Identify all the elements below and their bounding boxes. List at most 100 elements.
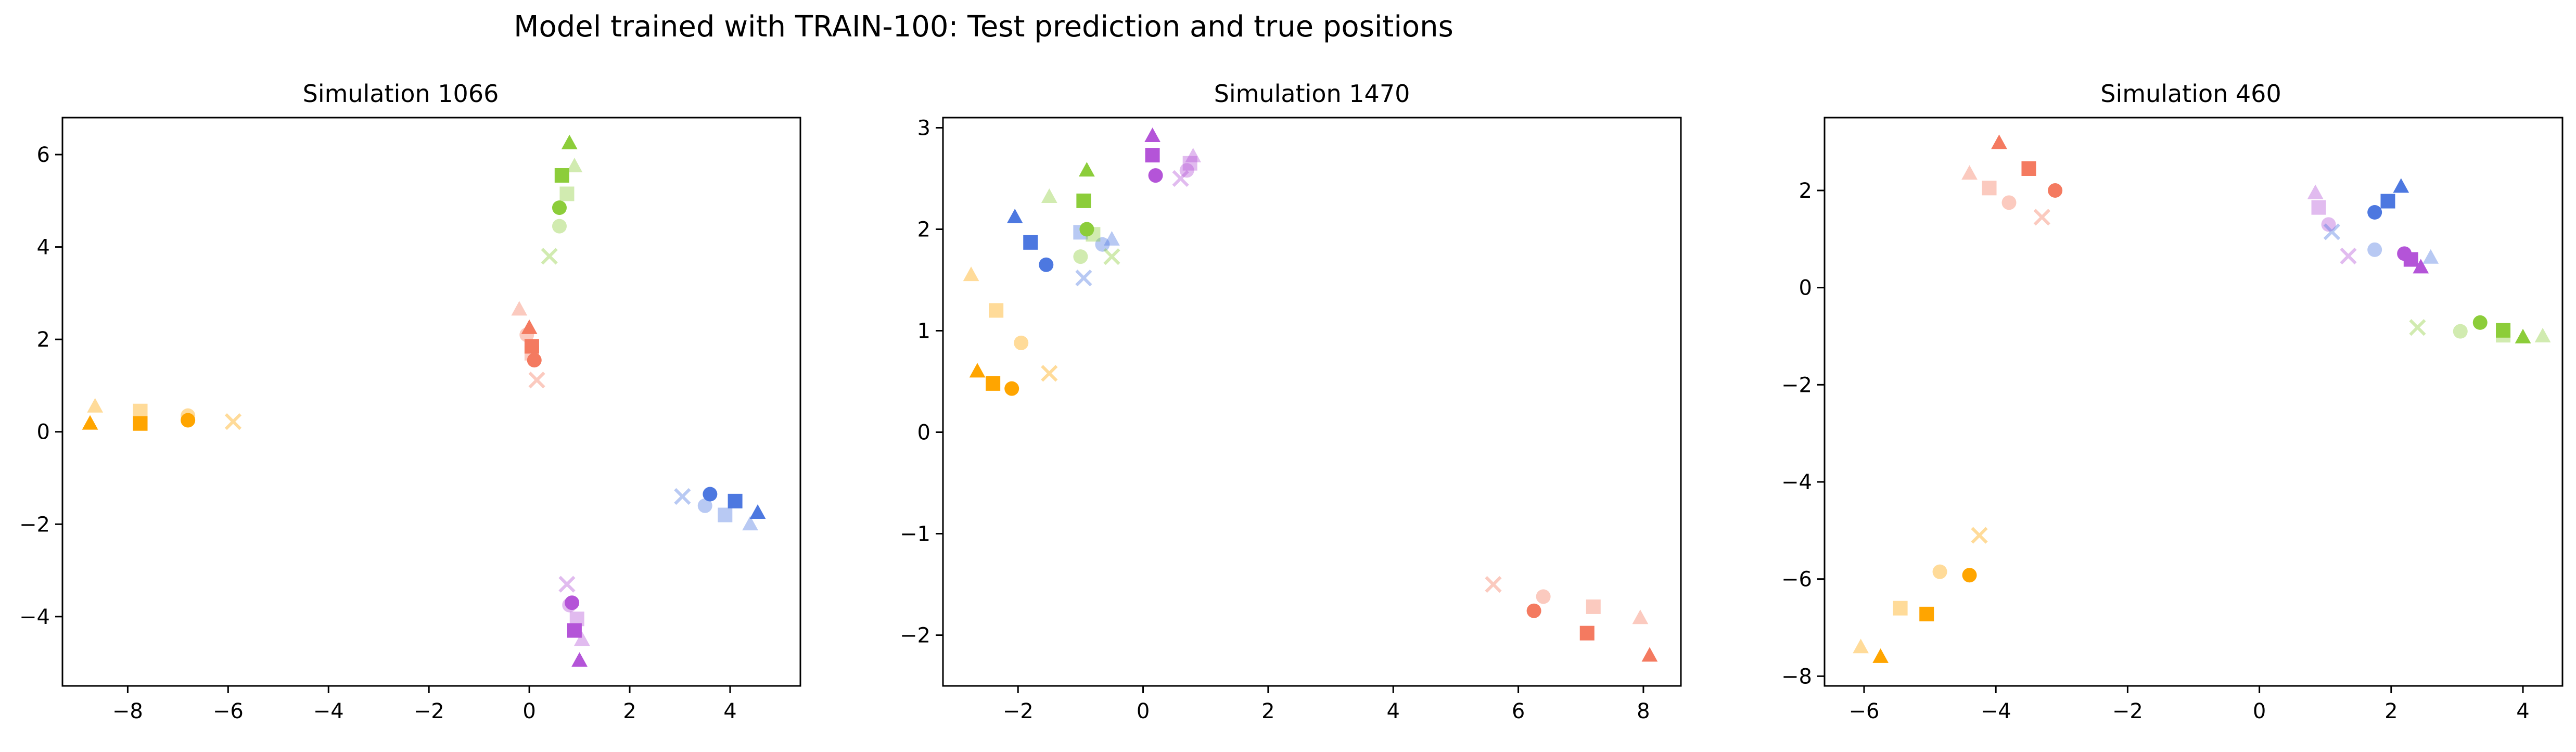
x-tick-label: 2 <box>1261 699 1274 723</box>
x-axis-ticks: −8 −6 −4 −2 0 2 4 <box>112 686 737 723</box>
point-circle-orange <box>1962 568 1977 583</box>
point-square-green <box>2496 328 2511 343</box>
point-circle-salmon <box>2001 195 2017 210</box>
point-x-green <box>1103 248 1120 265</box>
x-tick-label: 4 <box>1386 699 1399 723</box>
x-tick-label: −6 <box>213 699 244 723</box>
y-tick-label: 2 <box>1799 179 1812 203</box>
point-circle-purple <box>565 595 580 610</box>
y-tick-label: 4 <box>37 236 50 260</box>
x-tick-label: 8 <box>1637 699 1650 723</box>
point-square-orange <box>133 403 148 418</box>
subplot-title: Simulation 460 <box>2100 80 2281 108</box>
point-square-salmon <box>1579 626 1595 641</box>
point-square-purple <box>1145 148 1160 163</box>
point-square-purple <box>2311 200 2326 215</box>
point-circle-blue <box>703 487 718 502</box>
point-circle-orange <box>181 408 196 423</box>
point-x-blue <box>1075 269 1092 287</box>
point-x-orange <box>224 413 242 430</box>
point-triangle-purple <box>2413 259 2429 274</box>
point-circle-orange <box>1932 564 1947 579</box>
point-triangle-blue <box>2422 249 2439 264</box>
point-circle-blue <box>1039 257 1054 272</box>
x-tick-label: −2 <box>1003 699 1034 723</box>
y-tick-label: −4 <box>19 605 50 629</box>
y-tick-label: 0 <box>917 421 930 445</box>
y-tick-label: −2 <box>1781 373 1812 397</box>
point-x-salmon <box>528 372 545 389</box>
point-square-salmon <box>2021 161 2036 176</box>
point-triangle-orange <box>82 415 98 430</box>
y-tick-label: 3 <box>917 117 930 141</box>
point-circle-salmon <box>527 353 542 368</box>
point-square-green <box>1076 193 1091 208</box>
x-tick-label: −8 <box>112 699 143 723</box>
point-triangle-blue <box>1104 231 1120 246</box>
x-tick-label: −2 <box>414 699 444 723</box>
point-square-purple <box>567 623 582 638</box>
y-tick-label: 6 <box>37 143 50 167</box>
x-tick-label: 4 <box>723 699 736 723</box>
plot-frame <box>61 117 801 687</box>
point-circle-green <box>552 219 567 234</box>
x-tick-label: 6 <box>1512 699 1525 723</box>
point-triangle-orange <box>1872 648 1889 663</box>
y-axis-ticks: −2 −1 0 1 2 3 <box>900 117 943 648</box>
point-triangle-blue <box>2393 178 2409 193</box>
point-triangle-green <box>561 134 578 149</box>
point-triangle-purple <box>1185 148 1202 162</box>
point-triangle-purple <box>571 652 588 667</box>
y-axis-ticks: −4 −2 0 2 4 6 <box>19 143 62 629</box>
y-tick-label: −4 <box>1781 470 1812 494</box>
point-triangle-orange <box>87 398 104 413</box>
subplot-title: Simulation 1066 <box>303 80 499 108</box>
y-tick-label: −2 <box>900 624 930 648</box>
subplot-simulation-460: Simulation 460 −6 −4 −2 0 2 4 −8 −6 −4 −2 0 2 <box>1781 80 2564 723</box>
point-square-salmon <box>1982 181 1997 196</box>
x-tick-label: −6 <box>1848 699 1879 723</box>
point-triangle-blue <box>1006 209 1023 223</box>
point-circle-salmon <box>519 327 534 342</box>
point-circle-orange <box>1014 335 1029 350</box>
point-triangle-blue <box>742 516 758 531</box>
point-triangle-purple <box>2307 184 2324 199</box>
point-triangle-salmon <box>1641 647 1658 662</box>
point-x-salmon <box>1485 576 1502 593</box>
x-tick-label: 0 <box>2253 699 2266 723</box>
figure-title: Model trained with TRAIN-100: Test predi… <box>514 10 1453 44</box>
point-x-orange <box>1041 365 1058 382</box>
point-circle-purple <box>1148 168 1163 183</box>
point-triangle-salmon <box>1961 165 1978 180</box>
y-tick-label: −6 <box>1781 568 1812 592</box>
y-tick-label: −1 <box>900 522 930 546</box>
point-circle-green <box>2472 315 2488 330</box>
point-circle-green <box>2453 324 2468 339</box>
point-circle-blue <box>2367 242 2382 257</box>
point-triangle-salmon <box>511 301 528 316</box>
point-triangle-green <box>1078 162 1095 177</box>
point-square-blue <box>718 507 733 522</box>
plot-frame <box>942 117 1682 687</box>
point-square-orange <box>986 376 1001 391</box>
x-axis-ticks: −6 −4 −2 0 2 4 <box>1848 686 2530 723</box>
x-tick-label: 0 <box>1137 699 1150 723</box>
point-circle-blue <box>697 498 712 513</box>
y-tick-label: −2 <box>19 513 50 537</box>
y-tick-label: 1 <box>917 320 930 343</box>
point-triangle-orange <box>1853 639 1869 654</box>
point-square-salmon <box>524 339 539 354</box>
point-circle-blue <box>2367 205 2382 220</box>
point-square-orange <box>1919 606 1934 621</box>
point-circle-blue <box>1095 237 1110 252</box>
point-circle-purple <box>1179 163 1194 178</box>
point-triangle-purple <box>573 631 590 646</box>
point-square-green <box>1086 227 1101 242</box>
point-triangle-orange <box>969 363 986 378</box>
point-square-blue <box>728 493 743 508</box>
point-x-blue <box>674 488 691 505</box>
point-triangle-salmon <box>1991 134 2007 149</box>
point-x-purple <box>558 576 576 593</box>
point-square-purple <box>1182 156 1197 171</box>
